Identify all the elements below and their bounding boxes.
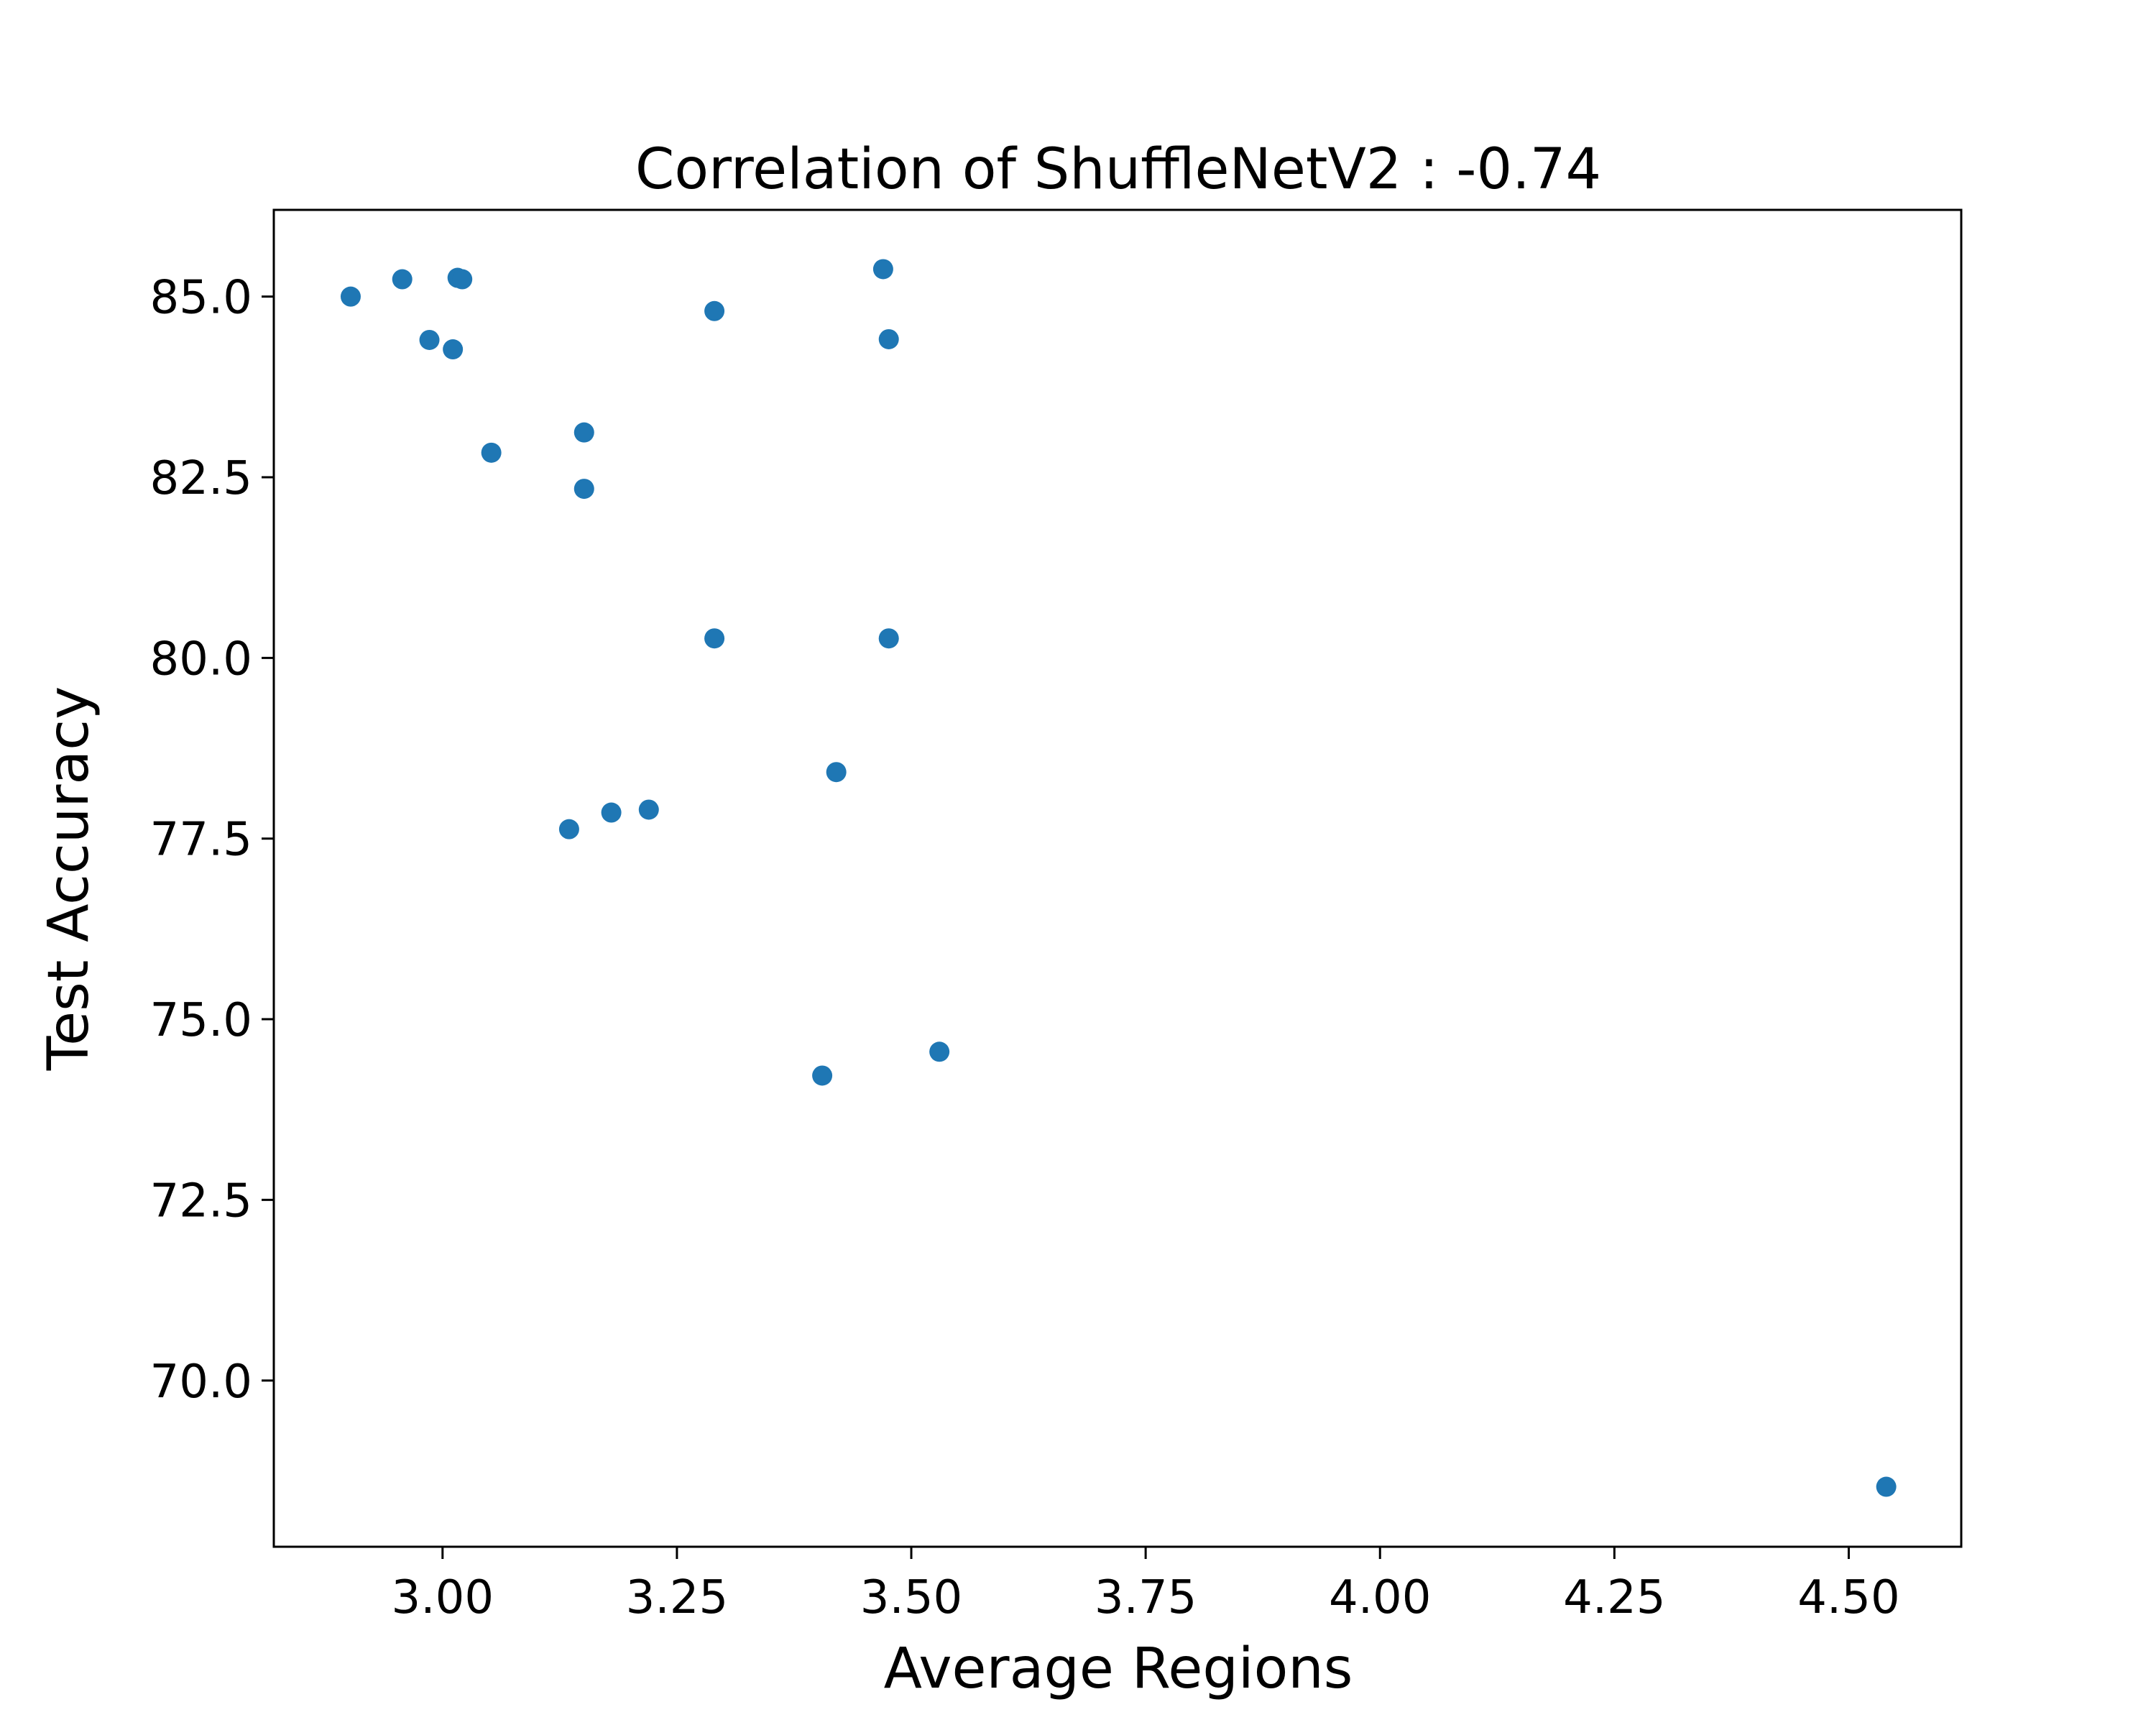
y-axis-ticks: 70.0 72.5 75.0 77.5 80.0 82.5 85.0 — [150, 272, 274, 1409]
y-tick-label: 77.5 — [150, 814, 253, 867]
data-point — [812, 1065, 833, 1086]
data-point — [443, 339, 464, 360]
y-tick-label: 85.0 — [150, 272, 253, 325]
y-tick-label: 75.0 — [150, 994, 253, 1047]
x-axis-ticks: 3.00 3.25 3.50 3.75 4.00 4.25 4.50 — [392, 1547, 1900, 1624]
data-point — [638, 799, 659, 820]
data-point — [704, 628, 725, 649]
y-axis-title: Test Accuracy — [37, 686, 101, 1072]
x-tick-label: 3.25 — [626, 1571, 729, 1624]
chart-title: Correlation of ShuffleNetV2 : -0.74 — [635, 137, 1601, 202]
x-tick-label: 4.00 — [1329, 1571, 1432, 1624]
data-point — [481, 442, 502, 463]
x-tick-label: 4.25 — [1563, 1571, 1666, 1624]
y-tick-label: 80.0 — [150, 632, 253, 686]
data-point — [872, 259, 893, 280]
x-tick-label: 4.50 — [1797, 1571, 1900, 1624]
plot-area-frame — [272, 208, 1963, 1548]
data-point — [704, 300, 725, 321]
data-point — [878, 628, 899, 649]
data-point — [601, 802, 622, 823]
x-tick-label: 3.50 — [860, 1571, 963, 1624]
x-axis-title: Average Regions — [884, 1637, 1353, 1701]
x-tick-label: 3.00 — [392, 1571, 494, 1624]
data-point — [878, 328, 899, 349]
data-point — [826, 762, 847, 783]
data-point — [573, 479, 594, 500]
data-point — [573, 422, 594, 443]
data-point — [419, 329, 440, 350]
data-point — [392, 269, 413, 290]
data-point — [558, 819, 579, 840]
data-points — [340, 259, 1897, 1497]
y-tick-label: 72.5 — [150, 1174, 253, 1228]
data-point — [929, 1041, 950, 1062]
data-point — [452, 269, 473, 290]
y-tick-label: 70.0 — [150, 1356, 253, 1409]
y-tick-label: 82.5 — [150, 452, 253, 505]
x-tick-label: 3.75 — [1095, 1571, 1197, 1624]
data-point — [340, 286, 361, 307]
data-point — [1876, 1476, 1897, 1497]
